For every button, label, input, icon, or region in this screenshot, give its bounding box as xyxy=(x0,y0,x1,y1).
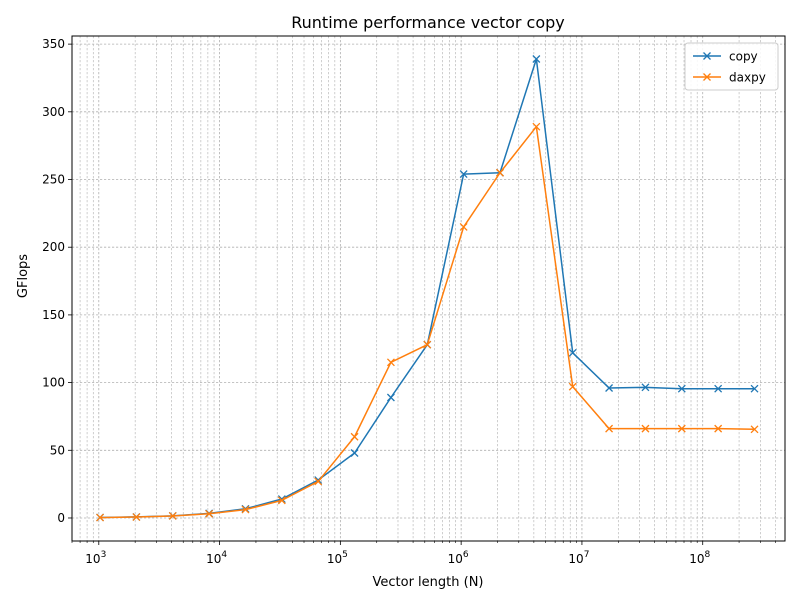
x-marker-stroke xyxy=(568,348,577,357)
legend-item-copy: copy xyxy=(693,50,758,64)
x-marker-stroke xyxy=(496,168,504,177)
data-point-daxpy xyxy=(350,432,359,441)
data-point-copy xyxy=(459,170,468,179)
x-marker-stroke xyxy=(605,384,614,392)
series-layer xyxy=(96,55,759,522)
data-point-copy xyxy=(750,384,759,393)
x-marker-stroke xyxy=(350,432,359,441)
legend-label: copy xyxy=(729,50,758,64)
data-point-daxpy xyxy=(532,122,541,131)
x-marker-stroke xyxy=(459,170,468,179)
data-point-daxpy xyxy=(96,513,104,522)
x-marker-stroke xyxy=(423,340,432,349)
legend-label: daxpy xyxy=(729,71,766,85)
x-tick-label: 103 xyxy=(85,550,106,566)
x-marker-stroke xyxy=(641,424,650,433)
x-marker-stroke xyxy=(677,384,686,393)
x-marker-stroke xyxy=(532,55,541,63)
y-tick-label: 50 xyxy=(50,443,65,457)
x-axis-label: Vector length (N) xyxy=(373,575,484,590)
data-point-copy xyxy=(568,348,577,357)
x-marker-stroke xyxy=(168,511,177,520)
y-tick-label: 350 xyxy=(42,37,65,51)
x-marker-stroke xyxy=(277,496,286,505)
legend-marker xyxy=(703,52,711,60)
grid xyxy=(71,36,785,541)
x-marker-stroke xyxy=(241,505,250,514)
data-point-daxpy xyxy=(641,424,650,433)
x-marker-stroke xyxy=(605,424,614,433)
data-point-daxpy xyxy=(386,358,395,367)
data-point-daxpy xyxy=(423,340,432,349)
data-point-daxpy xyxy=(714,424,723,433)
data-point-daxpy xyxy=(496,168,504,177)
chart-title: Runtime performance vector copy xyxy=(291,13,565,32)
x-marker-stroke xyxy=(750,384,759,393)
data-point-daxpy xyxy=(459,222,468,231)
axes: 103 104 105 106 107 108 0 50 100 150 200 250 300 350 xyxy=(42,37,776,566)
data-point-copy xyxy=(605,384,614,392)
x-marker-stroke xyxy=(459,222,468,231)
plot-frame xyxy=(71,35,786,542)
x-marker-stroke xyxy=(205,509,214,518)
data-point-daxpy xyxy=(568,382,577,391)
x-marker-stroke xyxy=(641,383,650,392)
data-point-copy xyxy=(641,383,650,392)
y-tick-label: 150 xyxy=(42,308,65,322)
data-point-daxpy xyxy=(205,509,214,518)
legend: copy daxpy xyxy=(684,42,779,91)
data-point-daxpy xyxy=(750,425,759,434)
data-point-copy xyxy=(677,384,686,393)
x-marker-stroke xyxy=(350,449,359,457)
y-tick-label: 300 xyxy=(42,105,65,119)
x-marker-stroke xyxy=(714,424,723,433)
legend-marker xyxy=(703,73,711,81)
x-marker-stroke xyxy=(132,513,141,521)
data-point-daxpy xyxy=(314,477,323,486)
data-point-daxpy xyxy=(241,505,250,514)
x-marker-stroke xyxy=(96,513,104,522)
x-tick-label: 107 xyxy=(568,550,589,566)
x-marker-stroke xyxy=(532,122,541,131)
y-tick-label: 250 xyxy=(42,173,65,187)
x-tick-label: 108 xyxy=(689,550,710,566)
data-point-daxpy xyxy=(277,496,286,505)
x-marker-stroke xyxy=(568,382,577,391)
data-point-copy xyxy=(714,384,723,393)
x-marker-stroke xyxy=(314,477,323,486)
x-marker-stroke xyxy=(750,425,759,434)
x-tick-label: 104 xyxy=(206,550,227,566)
data-point-copy xyxy=(532,55,541,63)
x-marker-stroke xyxy=(386,358,395,367)
x-marker-stroke xyxy=(677,424,686,433)
y-tick-label: 100 xyxy=(42,376,65,390)
data-point-daxpy xyxy=(677,424,686,433)
data-point-daxpy xyxy=(168,511,177,520)
y-tick-label: 0 xyxy=(57,511,65,525)
x-marker-stroke xyxy=(386,393,395,402)
data-point-copy xyxy=(386,393,395,402)
data-point-daxpy xyxy=(605,424,614,433)
y-tick-label: 200 xyxy=(42,240,65,254)
x-tick-label: 106 xyxy=(448,550,469,566)
data-point-copy xyxy=(350,449,359,457)
x-tick-label: 105 xyxy=(327,550,348,566)
y-axis-label: GFlops xyxy=(16,254,31,298)
x-marker-stroke xyxy=(714,384,723,393)
legend-item-daxpy: daxpy xyxy=(693,71,766,85)
data-point-daxpy xyxy=(132,513,141,521)
